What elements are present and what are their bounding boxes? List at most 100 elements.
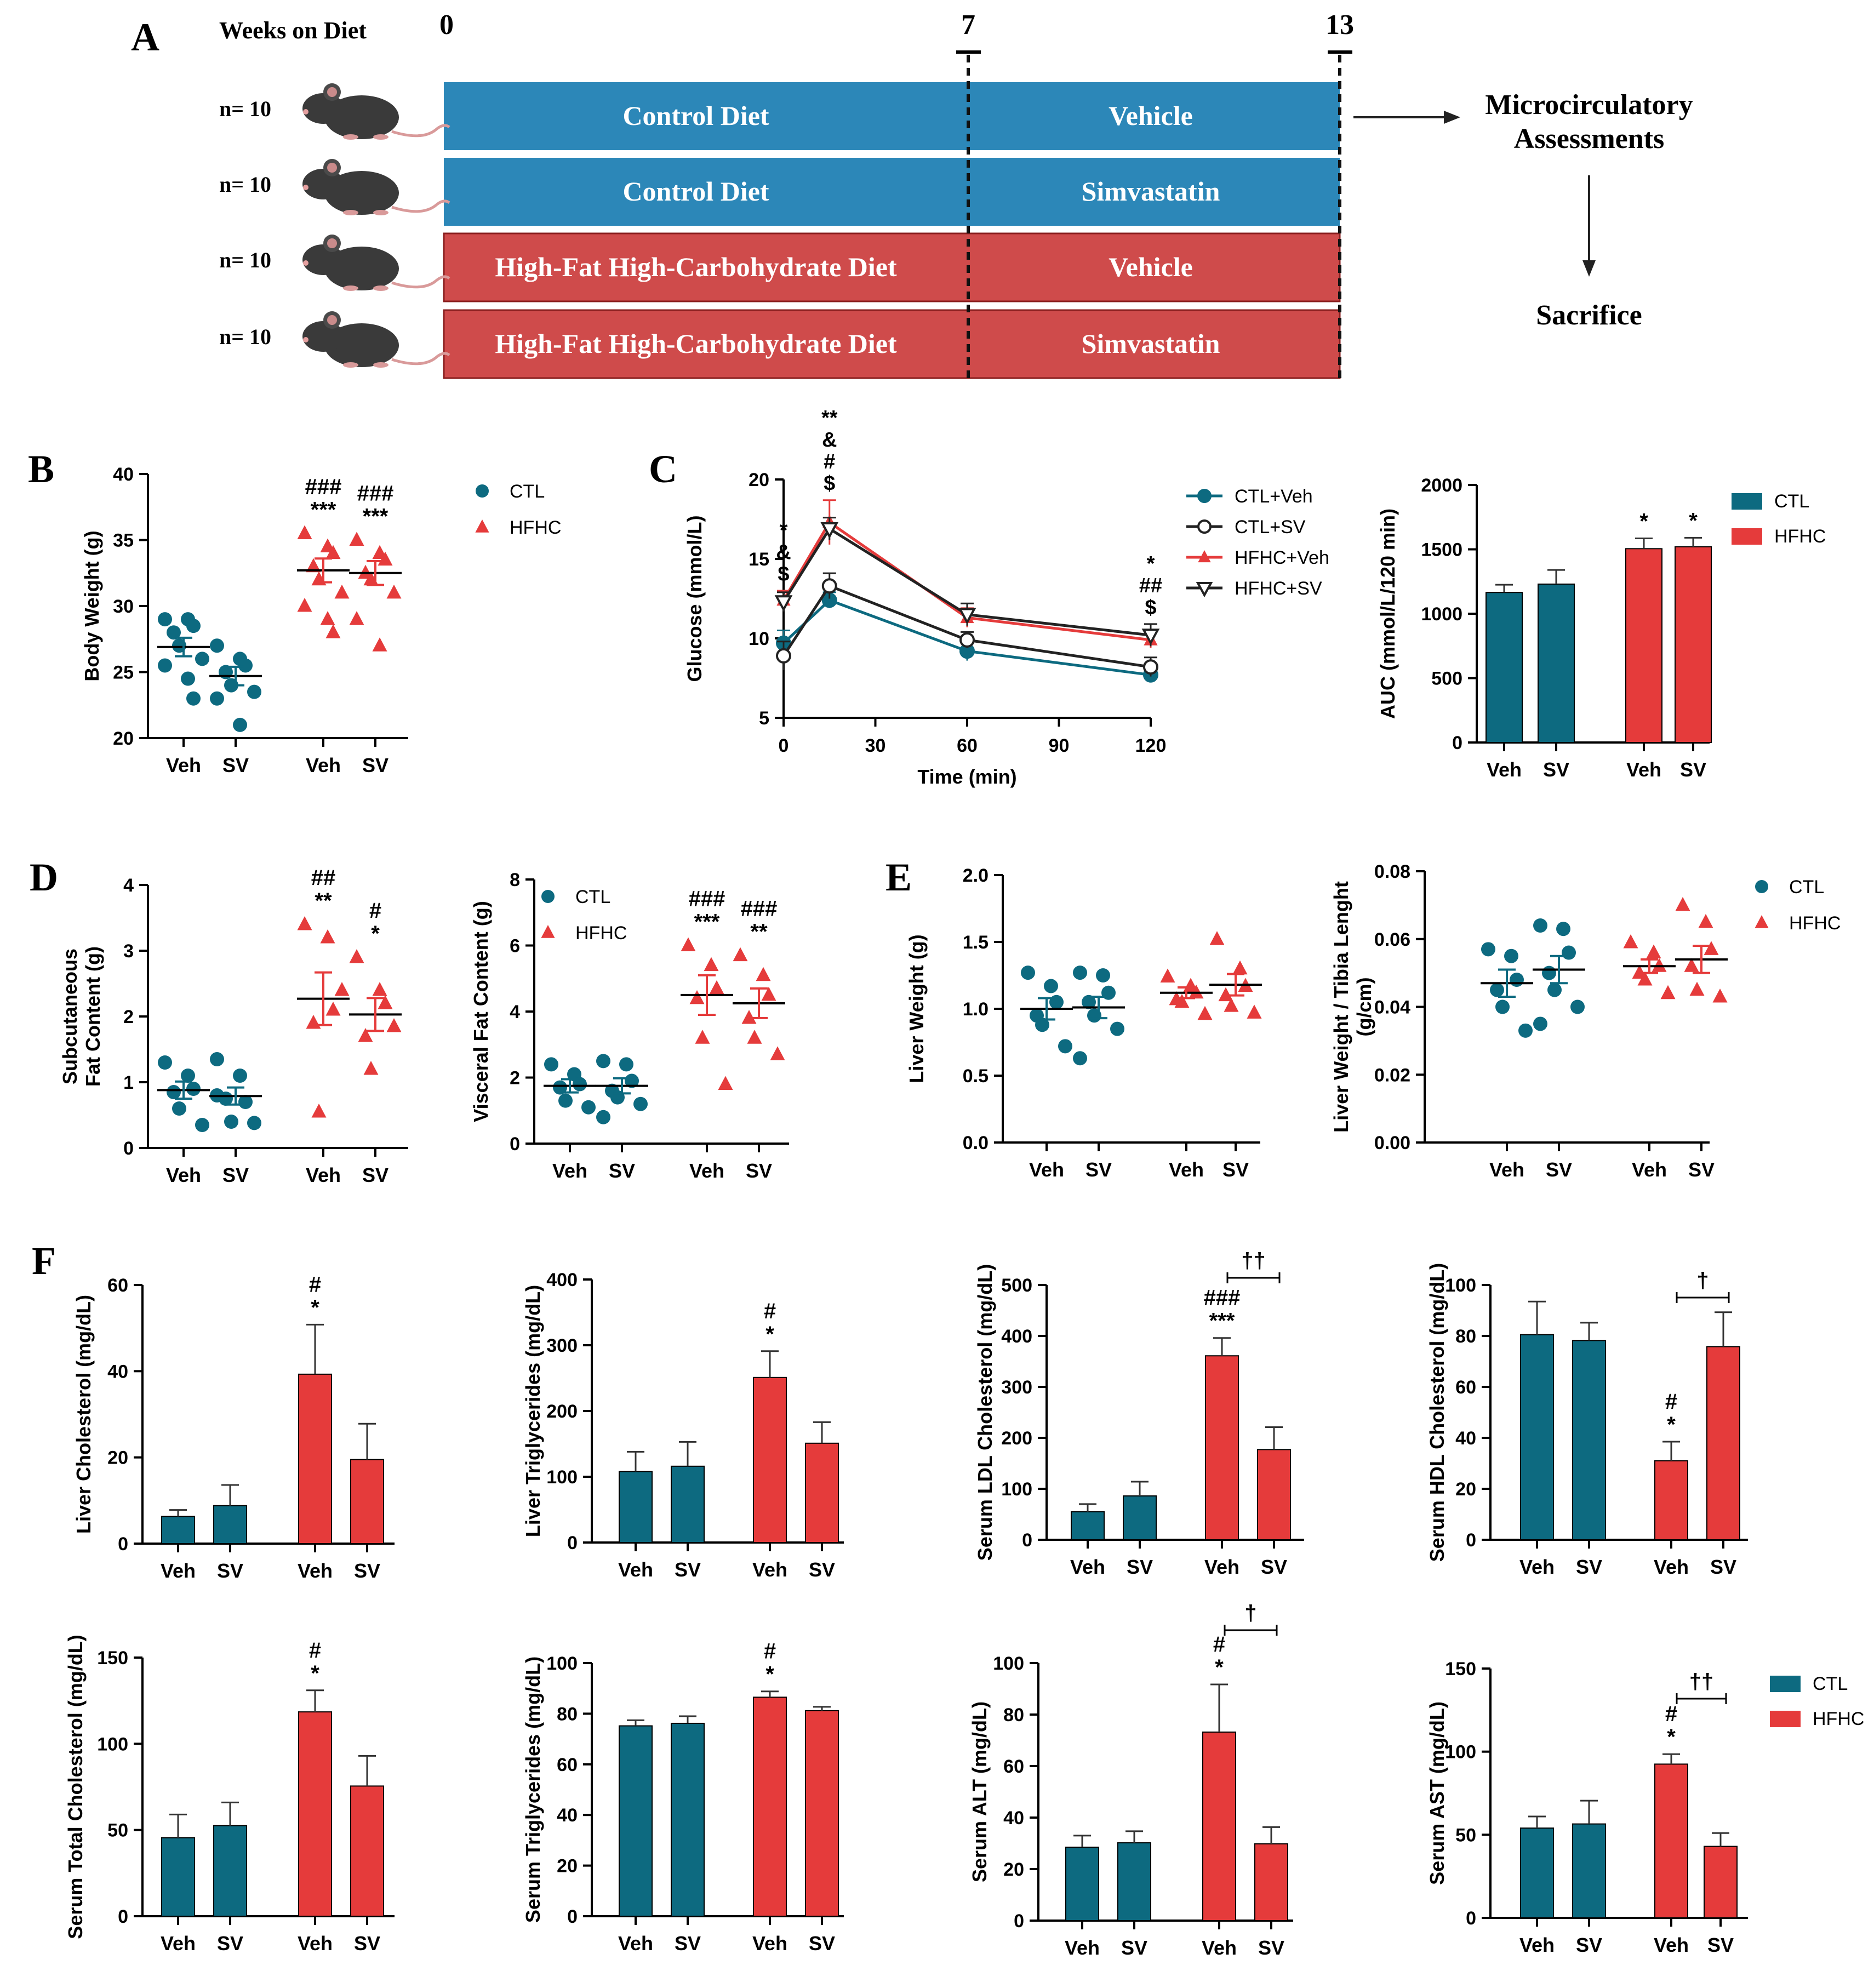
treatment-label: Vehicle [1109,252,1193,282]
y-tick-label: 1.0 [963,999,989,1020]
y-tick-label: 0 [567,1533,578,1553]
y-tick-label: 20 [1003,1859,1024,1880]
x-tick-label: SV [354,1559,380,1582]
x-tick-label: SV [217,1932,243,1955]
bracket-marker: †† [1241,1249,1266,1273]
significance-marker: # [1213,1632,1225,1656]
data-point-hfhc [386,584,402,599]
mouse-head [302,169,344,199]
y-tick-label: 40 [557,1805,578,1826]
y-tick-label: 2 [510,1068,520,1089]
chart-F7: 0 20 40 60 80 100 Serum ALT (mg/dL) Veh SV Veh SV #… [968,1601,1293,1959]
data-point-ctl [1044,979,1058,993]
mouse-foot [343,362,358,368]
x-tick-label: Veh [689,1159,724,1182]
y-tick-label: 300 [546,1335,578,1356]
y-tick-label: 0 [118,1906,128,1927]
bar [350,1785,384,1917]
chart-E-liver: 0.0 0.5 1.0 1.5 2.0 Liver Weight (g) Veh SV Veh S… [905,865,1262,1181]
bar [1572,1340,1606,1541]
x-tick-label: SV [1258,1936,1284,1959]
data-point-hfhc [349,611,364,625]
diet-band [444,158,1340,226]
outcome-label: Assessments [1514,123,1664,155]
y-axis-label: Liver Weight (g) [905,934,928,1083]
data-point-ctl [553,1080,567,1095]
significance-marker: # [764,1639,776,1664]
mouse-ear-inner [327,315,337,325]
data-point-hfhc [1232,960,1248,975]
mouse-head [302,93,344,124]
data-point-ctl [233,1069,247,1083]
chart-C: 5 10 15 20 Glucose (mmol/L) 0 30 60 90 120 Time (m… [683,407,1329,788]
mouse-foot [343,285,358,291]
y-axis-label: Serum Total Cholesterol (mg/dL) [64,1635,87,1939]
x-tick-label: SV [1543,758,1569,781]
diet-label: Control Diet [622,176,769,207]
data-point-ctl [238,658,253,673]
mouse-foot [373,362,388,368]
data-point-ctl [158,612,172,627]
bar [1675,546,1712,743]
x-tick-label: Veh [298,1559,333,1582]
data-point-hfhc [1684,958,1699,972]
data-point-hfhc [1689,981,1705,996]
y-axis-label: Body Weight (g) [81,530,103,681]
mouse-icon [302,311,450,368]
legend-marker [1196,582,1213,598]
mouse-nose [303,109,308,115]
data-point-ctl [1082,995,1096,1009]
x-tick-label: SV [222,1164,249,1186]
y-tick-label: 0 [1452,733,1462,753]
data-point-hfhc [325,545,341,559]
legend-label-hfhc: HFHC [1774,526,1826,547]
bar [1486,592,1523,743]
x-tick-label: 0 [779,735,789,756]
significance-marker: # [1665,1390,1677,1414]
x-tick-label: Veh [306,754,341,776]
x-tick-label: SV [222,754,249,776]
x-tick-label: Veh [1204,1556,1239,1578]
y-tick-label: 10 [749,629,769,649]
data-point-ctl [573,1077,587,1092]
x-tick-label: SV [362,1164,388,1186]
bar [1071,1511,1105,1541]
y-tick-label: 4 [123,875,134,896]
weeks-label: Weeks on Diet [219,17,367,44]
y-tick-label: 15 [749,549,769,570]
data-point-ctl [224,1115,238,1129]
mouse-head [302,244,344,275]
legend-marker-ctl [476,484,489,498]
significance-marker: ### [741,897,778,921]
mouse-foot [373,210,388,215]
data-point-ctl [1533,918,1547,933]
x-tick-label: SV [362,754,388,776]
data-point-ctl [186,619,201,633]
data-point-hfhc [325,1002,341,1016]
legend-label-ctl: CTL [510,481,545,502]
mouse-icon [302,235,450,291]
y-tick-label: 40 [1003,1808,1024,1829]
data-point-hfhc [756,967,771,981]
significance-marker: ** [750,920,768,944]
y-tick-label: 0.04 [1374,997,1410,1018]
y-tick-label: 100 [1445,1742,1476,1763]
outcome-label: Microcirculatory [1485,89,1693,121]
x-tick-label: SV [1688,1158,1715,1181]
y-tick-label: 2000 [1421,475,1462,496]
significance-marker: * [765,1322,774,1346]
data-point-ctl [1556,922,1570,936]
x-tick-label: SV [1121,1936,1147,1959]
legend-label-ctl: CTL [1789,877,1824,898]
data-point-ctl [247,684,261,699]
significance-marker: & [822,429,837,452]
bar [1123,1495,1157,1541]
data-point-ctl [1533,1016,1547,1031]
mouse-nose [303,260,308,266]
data-point-hfhc [349,949,364,963]
series-marker [776,648,791,664]
significance-marker: ** [821,407,838,430]
x-tick-label: SV [746,1159,772,1182]
week-tick: 0 [439,9,454,41]
